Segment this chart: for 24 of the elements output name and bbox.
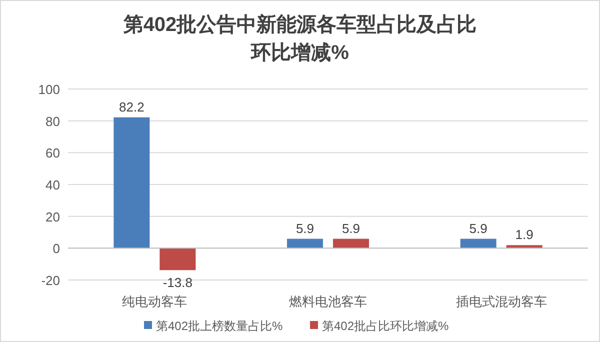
bar [333,238,369,248]
data-label: 82.2 [119,99,144,114]
y-tick-label: 60 [46,146,60,161]
y-tick-label: 0 [52,241,60,256]
x-tick-label: 燃料电池客车 [289,294,367,309]
bar [287,238,323,248]
y-tick-label: 40 [46,178,60,192]
y-tick-label: 20 [46,209,60,224]
y-tick-label: 100 [38,82,60,97]
y-tick-label: -20 [41,273,60,288]
chart-title: 第402批公告中新能源各车型占比及占比环比增减% [122,13,477,64]
legend-label: 第402批占比环比增减% [322,319,450,333]
bar [160,248,196,270]
data-label: -13.8 [162,275,192,290]
y-tick-label: 80 [46,114,60,129]
bar [114,117,150,248]
data-label: 5.9 [296,220,314,236]
legend-label: 第402批上榜数量占比% [156,319,284,333]
x-tick-label: 插电式混动客车 [456,294,547,309]
bar [460,238,496,248]
data-label: 5.9 [342,220,360,236]
data-label: 5.9 [469,220,488,236]
data-label: 1.9 [515,227,534,242]
x-tick-label: 纯电动客车 [122,294,188,309]
